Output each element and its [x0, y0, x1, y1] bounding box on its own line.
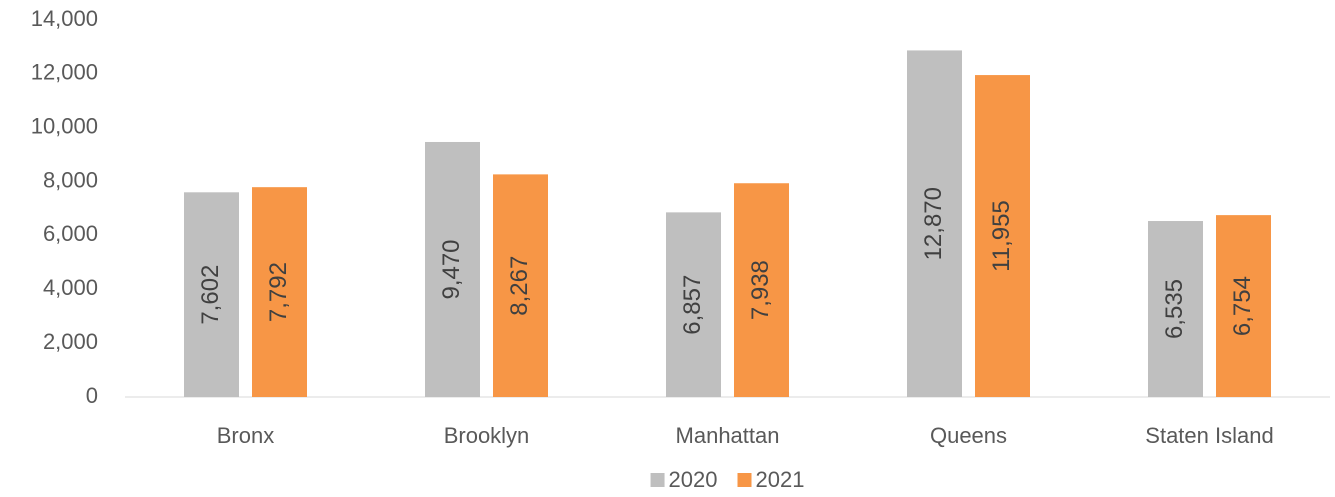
y-tick-label: 8,000: [43, 167, 98, 192]
bar: [734, 183, 789, 397]
bar: [975, 75, 1030, 397]
y-tick-label: 10,000: [31, 114, 98, 139]
bar: [493, 174, 548, 397]
y-tick-label: 14,000: [31, 6, 98, 31]
y-tick-label: 2,000: [43, 329, 98, 354]
value-label: 12,870: [920, 187, 947, 260]
value-label: 6,535: [1161, 279, 1188, 339]
x-tick-label: Brooklyn: [444, 423, 530, 448]
legend-label: 2021: [756, 467, 805, 492]
value-label: 6,857: [679, 275, 706, 335]
y-tick-label: 0: [86, 383, 98, 408]
bar: [425, 141, 480, 397]
bar: [252, 187, 307, 397]
y-tick-label: 6,000: [43, 221, 98, 246]
value-label: 9,470: [438, 239, 465, 299]
value-label: 6,754: [1229, 276, 1256, 336]
bar: [907, 50, 962, 397]
legend-swatch: [737, 473, 752, 487]
value-label: 8,267: [506, 256, 533, 316]
bar: [666, 212, 721, 397]
value-label: 7,792: [265, 262, 292, 322]
bar: [1148, 221, 1203, 397]
bar: [184, 192, 239, 397]
bar: [1216, 215, 1271, 397]
value-label: 11,955: [988, 200, 1015, 272]
legend-swatch: [650, 473, 665, 487]
y-tick-label: 4,000: [43, 275, 98, 300]
value-label: 7,602: [197, 265, 224, 325]
x-tick-label: Queens: [930, 423, 1007, 448]
y-tick-label: 12,000: [31, 60, 98, 85]
x-tick-label: Manhattan: [676, 423, 780, 448]
x-tick-label: Staten Island: [1145, 423, 1273, 448]
x-tick-label: Bronx: [217, 423, 274, 448]
value-label: 7,938: [747, 260, 774, 320]
legend-label: 2020: [669, 467, 718, 492]
